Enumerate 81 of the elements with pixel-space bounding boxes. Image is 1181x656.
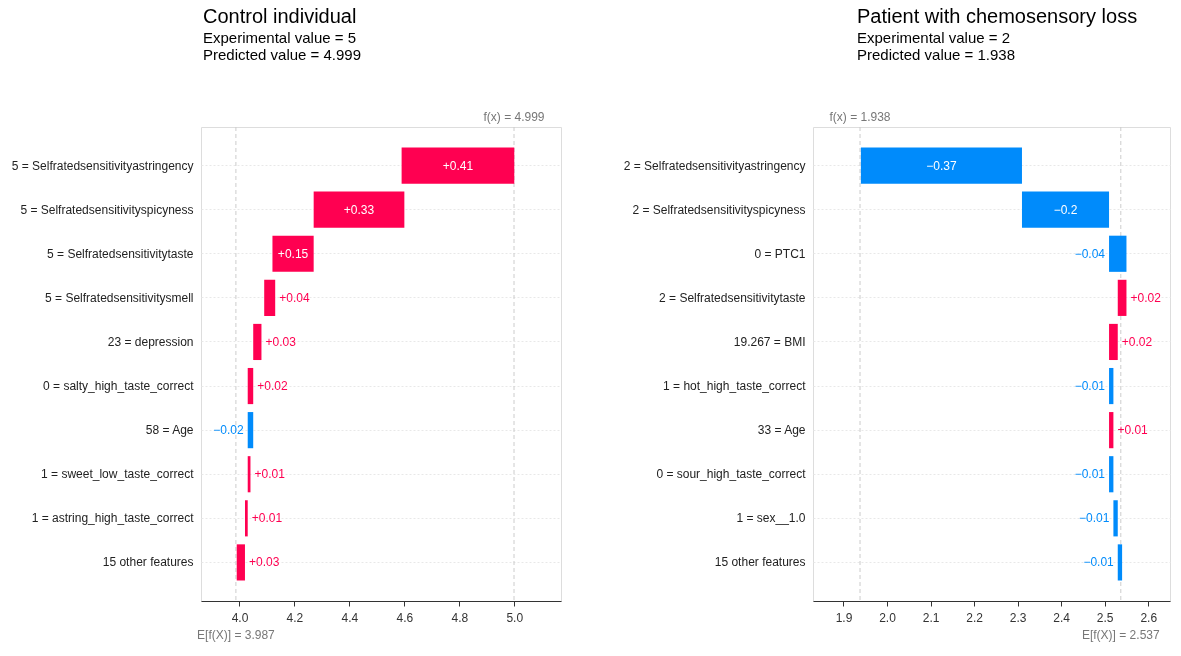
- bar: [1113, 500, 1118, 537]
- y-tick-label: 5 = Selfratedsensitivitytaste: [47, 246, 194, 261]
- y-tick-label: 15 other features: [714, 555, 806, 570]
- data-label: +0.01: [251, 511, 283, 526]
- data-label: −0.37: [926, 158, 957, 173]
- chart-title: Patient with chemosensory loss: [857, 5, 1138, 27]
- chart-subtitle: Experimental value = 5 Predicted value = 4.999: [203, 29, 362, 63]
- y-tick-label: 33 = Age: [757, 423, 806, 438]
- y-tick-label: 5 = Selfratedsensitivityspicyness: [20, 202, 194, 217]
- ref-line-label: E[f(X)] = 3.987: [197, 628, 276, 642]
- bar: [272, 235, 314, 272]
- y-tick-label: 5 = Selfratedsensitivitysmell: [45, 290, 194, 305]
- y-tick-label: 1 = hot_high_taste_correct: [663, 379, 807, 394]
- data-label: −0.01: [1074, 467, 1106, 482]
- y-tick-label: 0 = salty_high_taste_correct: [43, 379, 195, 394]
- x-tick-label: 2.3: [1009, 610, 1027, 625]
- data-label: −0.04: [1074, 246, 1106, 261]
- data-label: +0.02: [1121, 334, 1153, 349]
- ref-line-label: f(x) = 1.938: [829, 110, 891, 124]
- y-tick-label: 2 = Selfratedsensitivitytaste: [659, 290, 806, 305]
- bar: [244, 500, 248, 537]
- ref-line-label: E[f(X)] = 2.537: [1081, 628, 1160, 642]
- bar: [1117, 544, 1123, 581]
- data-label: +0.01: [254, 467, 286, 482]
- x-tick-label: 2.2: [966, 610, 984, 625]
- data-label: +0.04: [279, 290, 310, 305]
- y-tick-label: 1 = sex__1.0: [736, 511, 806, 526]
- y-tick-label: 1 = sweet_low_taste_correct: [41, 467, 195, 482]
- x-tick-label: 2.1: [922, 610, 940, 625]
- bar: [1117, 279, 1127, 316]
- data-label: −0.01: [1079, 511, 1110, 526]
- y-tick-label: 19.267 = BMI: [733, 334, 806, 349]
- data-label: +0.02: [1130, 290, 1162, 305]
- y-tick-label: 23 = depression: [107, 334, 194, 349]
- data-label: −0.01: [1083, 555, 1115, 570]
- bar: [236, 544, 245, 581]
- x-tick-label: 4.2: [286, 610, 304, 625]
- bar: [253, 323, 262, 361]
- data-label: +0.03: [248, 555, 280, 570]
- x-tick-label: 4.4: [341, 610, 359, 625]
- x-tick-label: 2.0: [879, 610, 897, 625]
- chart-subtitle: Experimental value = 2 Predicted value = 1.938: [857, 29, 1016, 63]
- data-label: +0.33: [343, 202, 375, 217]
- data-label: +0.02: [257, 379, 288, 394]
- bar: [860, 147, 1022, 184]
- data-label: +0.01: [1117, 423, 1149, 438]
- bar: [401, 147, 515, 184]
- y-tick-label: 0 = sour_high_taste_correct: [656, 467, 807, 482]
- x-tick-label: 5.0: [506, 610, 524, 625]
- bar: [1109, 412, 1114, 449]
- x-tick-label: 2.4: [1053, 610, 1071, 625]
- y-tick-label: 1 = astring_high_taste_correct: [31, 511, 195, 526]
- y-tick-label: 2 = Selfratedsensitivityastringency: [623, 158, 806, 173]
- bar: [1109, 456, 1114, 493]
- bar: [247, 412, 254, 449]
- y-tick-label: 2 = Selfratedsensitivityspicyness: [632, 202, 806, 217]
- chart-title: Control individual: [203, 5, 357, 27]
- data-label: +0.03: [265, 334, 297, 349]
- bar: [1109, 367, 1114, 405]
- bar: [247, 367, 254, 405]
- x-tick-label: 4.0: [231, 610, 249, 625]
- x-tick-label: 2.5: [1096, 610, 1114, 625]
- data-label: −0.02: [213, 423, 245, 438]
- y-tick-label: 15 other features: [102, 555, 194, 570]
- y-tick-label: 58 = Age: [145, 423, 194, 438]
- x-tick-label: 4.6: [396, 610, 414, 625]
- x-tick-label: 2.6: [1140, 610, 1158, 625]
- bar: [264, 279, 276, 316]
- y-tick-label: 0 = PTC1: [754, 246, 806, 261]
- bar: [313, 191, 405, 228]
- data-label: −0.01: [1074, 379, 1106, 394]
- data-label: +0.15: [277, 246, 309, 261]
- ref-line-label: f(x) = 4.999: [483, 110, 545, 124]
- bar: [1109, 235, 1127, 272]
- x-tick-label: 4.8: [451, 610, 469, 625]
- data-label: +0.41: [442, 158, 474, 173]
- bar: [1021, 191, 1110, 228]
- x-tick-label: 1.9: [835, 610, 853, 625]
- bar: [1109, 323, 1118, 361]
- data-label: −0.2: [1053, 202, 1078, 217]
- y-tick-label: 5 = Selfratedsensitivityastringency: [11, 158, 194, 173]
